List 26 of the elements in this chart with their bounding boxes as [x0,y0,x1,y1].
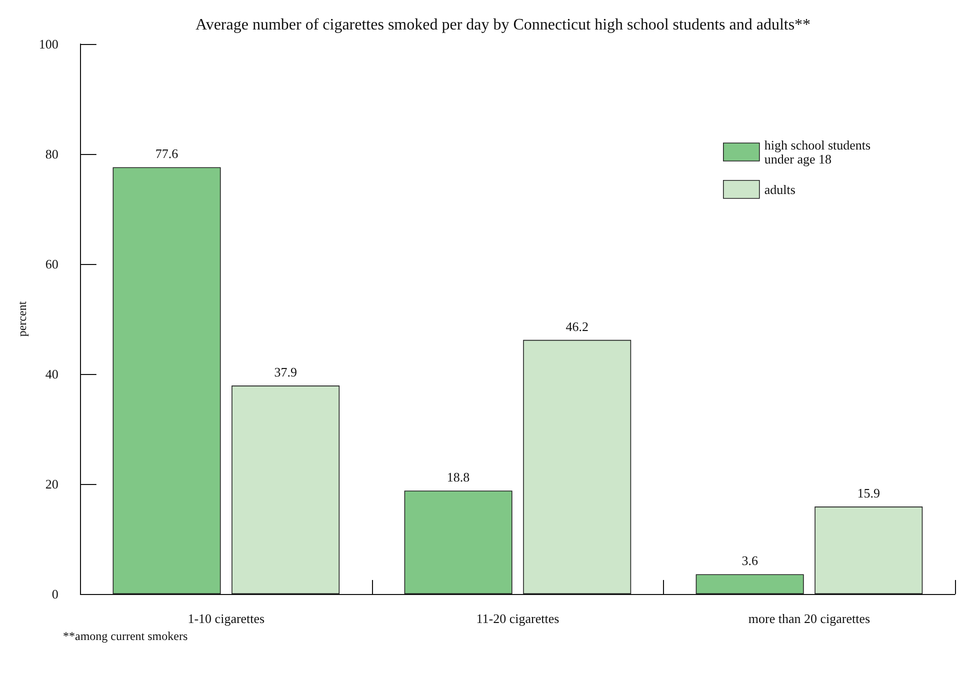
y-tick-label: 60 [45,256,58,272]
data-label: 3.6 [742,553,758,568]
legend-label: high school students under age 18 [764,138,874,166]
bar [696,574,804,594]
bar [232,386,340,594]
x-tick-label: 1-10 cigarettes [188,611,265,626]
bar [523,340,632,594]
y-tick-label: 80 [45,146,58,162]
x-tick-label: more than 20 cigarettes [748,611,870,626]
chart-title: Average number of cigarettes smoked per day by Connecticut high school students and adults** [195,16,811,34]
data-label: 15.9 [857,486,880,501]
bar [404,490,512,594]
y-tick-label: 20 [45,476,58,492]
y-tick-label: 100 [38,36,58,52]
data-label: 37.9 [274,364,297,380]
data-label: 77.6 [155,146,179,162]
data-label: 46.2 [566,318,588,334]
y-axis-title: percent [15,300,29,337]
y-tick-label: 40 [45,366,58,382]
bar [112,167,221,594]
y-tick-label: 0 [52,586,58,602]
x-tick-label: 11-20 cigarettes [476,611,560,626]
text: **among current smokers [63,629,188,643]
bar [814,506,923,594]
legend-label: adults [764,182,796,197]
data-label: 18.8 [446,470,470,485]
